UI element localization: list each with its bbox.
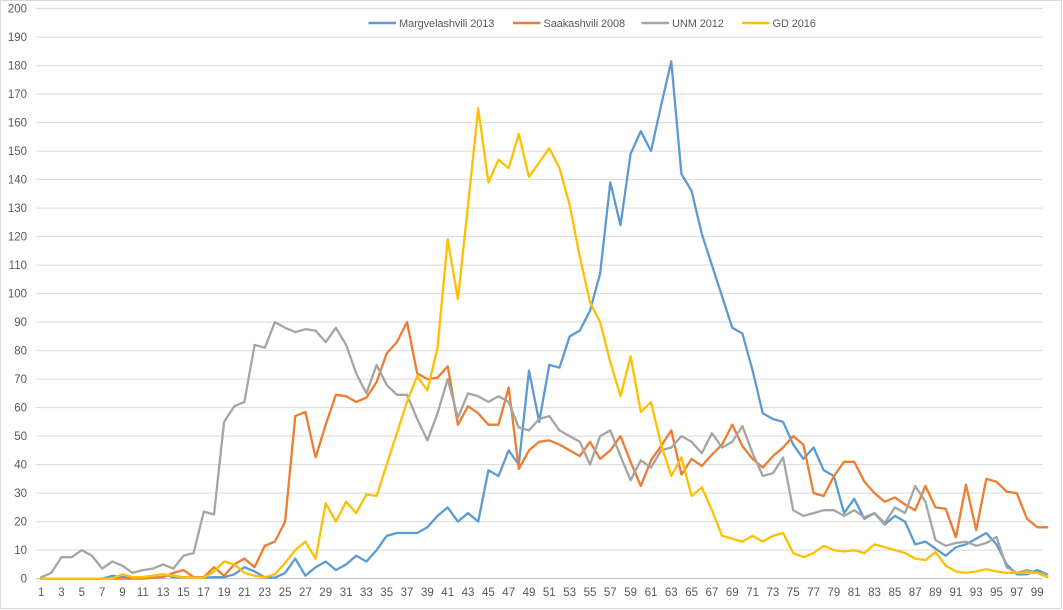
svg-text:25: 25: [279, 587, 292, 599]
svg-text:99: 99: [1031, 587, 1044, 599]
svg-text:55: 55: [584, 587, 597, 599]
svg-text:160: 160: [8, 118, 27, 130]
svg-text:97: 97: [1010, 587, 1023, 599]
svg-text:47: 47: [502, 587, 515, 599]
svg-text:91: 91: [950, 587, 963, 599]
svg-text:GD 2016: GD 2016: [773, 18, 816, 30]
svg-text:21: 21: [238, 587, 251, 599]
svg-text:0: 0: [21, 574, 27, 586]
svg-text:29: 29: [319, 587, 332, 599]
svg-text:45: 45: [482, 587, 495, 599]
svg-text:150: 150: [8, 146, 27, 158]
svg-text:11: 11: [137, 587, 149, 599]
svg-text:20: 20: [14, 517, 27, 529]
svg-text:23: 23: [258, 587, 271, 599]
svg-text:3: 3: [58, 587, 64, 599]
svg-text:49: 49: [523, 587, 536, 599]
svg-text:71: 71: [746, 587, 759, 599]
svg-text:95: 95: [990, 587, 1003, 599]
svg-text:65: 65: [685, 587, 698, 599]
svg-text:190: 190: [8, 32, 27, 44]
svg-text:13: 13: [157, 587, 170, 599]
svg-text:81: 81: [848, 587, 861, 599]
svg-text:31: 31: [340, 587, 353, 599]
svg-text:79: 79: [828, 587, 841, 599]
svg-text:75: 75: [787, 587, 800, 599]
svg-text:100: 100: [8, 289, 27, 301]
svg-text:61: 61: [645, 587, 658, 599]
svg-text:9: 9: [119, 587, 125, 599]
svg-text:90: 90: [14, 317, 27, 329]
svg-text:39: 39: [421, 587, 434, 599]
svg-text:180: 180: [8, 61, 27, 73]
svg-text:1: 1: [38, 587, 44, 599]
svg-text:51: 51: [543, 587, 556, 599]
svg-text:19: 19: [218, 587, 231, 599]
svg-text:41: 41: [441, 587, 454, 599]
svg-text:77: 77: [807, 587, 820, 599]
svg-text:120: 120: [8, 232, 27, 244]
svg-text:30: 30: [14, 488, 27, 500]
svg-text:7: 7: [99, 587, 105, 599]
svg-text:130: 130: [8, 203, 27, 215]
svg-text:85: 85: [889, 587, 902, 599]
svg-text:170: 170: [8, 89, 27, 101]
svg-text:5: 5: [79, 587, 85, 599]
svg-text:87: 87: [909, 587, 922, 599]
svg-text:33: 33: [360, 587, 373, 599]
svg-text:200: 200: [8, 4, 27, 16]
svg-text:53: 53: [563, 587, 576, 599]
svg-text:10: 10: [14, 545, 27, 557]
svg-text:140: 140: [8, 175, 27, 187]
svg-text:73: 73: [767, 587, 780, 599]
svg-text:37: 37: [401, 587, 414, 599]
svg-text:110: 110: [9, 260, 27, 272]
svg-text:63: 63: [665, 587, 678, 599]
svg-text:69: 69: [726, 587, 739, 599]
svg-text:50: 50: [14, 431, 27, 443]
svg-text:67: 67: [706, 587, 719, 599]
svg-text:17: 17: [197, 587, 210, 599]
svg-text:59: 59: [624, 587, 637, 599]
svg-text:27: 27: [299, 587, 312, 599]
svg-text:60: 60: [14, 403, 27, 415]
svg-text:43: 43: [462, 587, 475, 599]
svg-text:Margvelashvili 2013: Margvelashvili 2013: [399, 18, 494, 30]
svg-text:40: 40: [14, 460, 27, 472]
svg-text:UNM 2012: UNM 2012: [672, 18, 724, 30]
svg-text:Saakashvili 2008: Saakashvili 2008: [544, 18, 626, 30]
svg-text:15: 15: [177, 587, 190, 599]
svg-text:35: 35: [380, 587, 393, 599]
svg-text:57: 57: [604, 587, 617, 599]
svg-text:89: 89: [929, 587, 942, 599]
svg-text:83: 83: [868, 587, 881, 599]
svg-text:80: 80: [14, 346, 27, 358]
svg-text:93: 93: [970, 587, 983, 599]
svg-text:70: 70: [14, 374, 27, 386]
